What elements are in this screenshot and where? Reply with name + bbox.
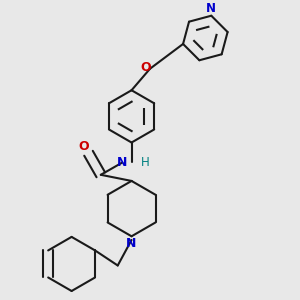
Text: N: N — [206, 2, 216, 14]
Text: O: O — [140, 61, 151, 74]
Text: N: N — [117, 156, 128, 169]
Text: O: O — [79, 140, 89, 153]
Text: H: H — [141, 156, 150, 169]
Text: N: N — [126, 238, 137, 250]
